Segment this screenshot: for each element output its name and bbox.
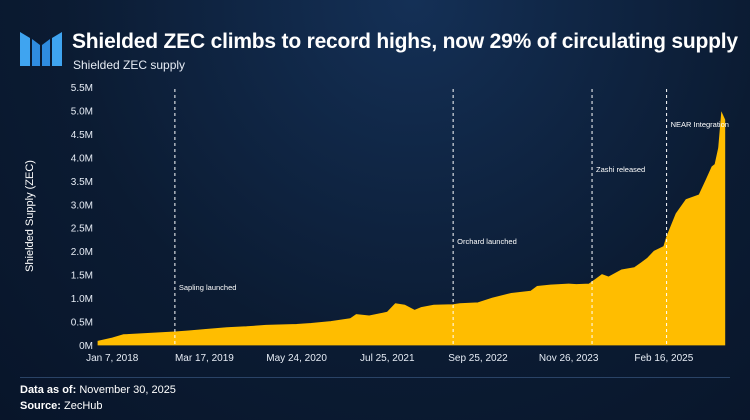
source: Source: ZecHub [20, 400, 620, 412]
annotation-label: Orchard launched [457, 237, 517, 246]
y-tick-label: 1.5M [71, 271, 93, 282]
data-as-of-value: November 30, 2025 [79, 384, 176, 396]
y-tick-label: 4.0M [71, 153, 93, 164]
annotation-label: Sapling launched [179, 283, 237, 292]
y-tick-label: 2.0M [71, 247, 93, 258]
source-label: Source: [20, 400, 61, 412]
x-tick-label: Feb 16, 2025 [634, 353, 693, 364]
y-axis-label: Shielded Supply (ZEC) [24, 160, 36, 272]
x-tick-label: May 24, 2020 [266, 353, 327, 364]
annotation-label: Zashi released [596, 165, 645, 174]
x-tick-label: Nov 26, 2023 [539, 353, 599, 364]
y-tick-label: 3.0M [71, 200, 93, 211]
series-area [97, 111, 726, 346]
footer-divider [20, 377, 730, 378]
x-tick-label: Jul 25, 2021 [360, 353, 415, 364]
messari-logo-icon [20, 32, 62, 66]
source-value: ZecHub [64, 400, 103, 412]
x-tick-label: Mar 17, 2019 [175, 353, 234, 364]
x-tick-label: Sep 25, 2022 [448, 353, 508, 364]
x-tick-label: Jan 7, 2018 [86, 353, 139, 364]
y-tick-label: 1.0M [71, 294, 93, 305]
chart-subtitle: Shielded ZEC supply [73, 58, 186, 72]
y-tick-label: 3.5M [71, 177, 93, 188]
area-chart: Shielded Supply (ZEC) 0M 0.5M 1.0M 1.5M 2.0M 2… [24, 83, 729, 364]
y-tick-label: 5.5M [71, 83, 93, 94]
chart-title: Shielded ZEC climbs to record highs, now… [72, 30, 738, 53]
data-as-of: Data as of: November 30, 2025 [20, 384, 620, 396]
annotation-label: NEAR Integration [671, 120, 729, 129]
data-as-of-label: Data as of: [20, 384, 77, 396]
y-tick-label: 4.5M [71, 130, 93, 141]
y-tick-label: 2.5M [71, 224, 93, 235]
y-tick-label: 0.5M [71, 318, 93, 329]
y-tick-label: 5.0M [71, 106, 93, 117]
y-tick-label: 0M [79, 341, 93, 352]
